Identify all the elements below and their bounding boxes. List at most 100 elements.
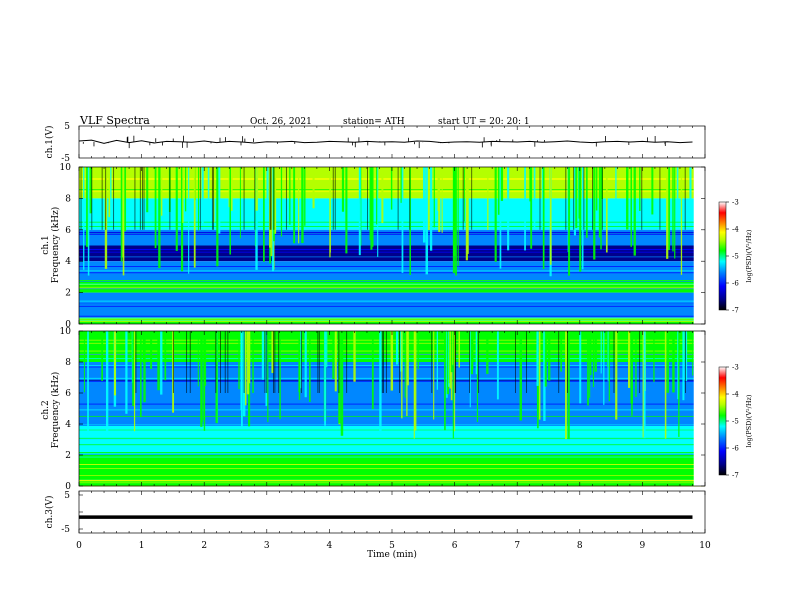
sferic-streak — [379, 331, 382, 434]
sferic-streak — [678, 331, 680, 410]
sferic-streak — [140, 331, 142, 418]
spectrum-line — [79, 268, 705, 269]
sferic-streak — [133, 331, 136, 432]
dark-gap — [462, 167, 464, 230]
sferic-streak — [332, 331, 335, 379]
sferic-streak — [463, 167, 465, 222]
sferic-streak — [266, 167, 269, 200]
sferic-streak — [524, 167, 526, 251]
spectrum-line — [79, 272, 705, 274]
sferic-streak — [407, 331, 409, 386]
sferic-streak — [450, 331, 452, 376]
sferic-streak — [298, 331, 301, 393]
dark-gap — [539, 167, 541, 230]
time-tick-label: 0 — [76, 541, 82, 551]
y-tick-label: 10 — [60, 327, 72, 337]
sferic-streak — [401, 167, 404, 273]
sferic-streak — [198, 167, 200, 231]
sferic-streak — [267, 331, 269, 423]
dark-gap — [381, 331, 383, 393]
sferic-streak — [207, 167, 210, 206]
dark-gap — [397, 167, 399, 230]
sferic-streak — [603, 331, 605, 405]
ch1-waveform-panel: 5 -5 ch.1(V) — [44, 122, 706, 164]
y-tick-label: 8 — [65, 358, 71, 368]
spectrum-line — [79, 286, 705, 288]
dark-gap — [243, 331, 245, 393]
sferic-streak — [496, 331, 499, 400]
no-data-area — [693, 167, 705, 324]
sferic-streak — [160, 167, 163, 216]
colorbar-tick-label: -5 — [732, 418, 739, 426]
colorbar-tick-label: -7 — [732, 472, 739, 480]
spectrum-line — [79, 412, 705, 414]
spectrum-line — [79, 424, 705, 426]
sferic-streak — [124, 167, 127, 232]
sferic-streak — [218, 167, 221, 234]
ch2-colorbar-scale — [718, 366, 727, 476]
ch1-colorbar-label: log(PSD)(V²/Hz) — [745, 229, 753, 282]
ch1-spectrogram-image — [79, 167, 705, 324]
dark-gap — [659, 167, 661, 230]
dark-gap — [278, 331, 280, 393]
spectrum-line — [79, 444, 705, 446]
sferic-streak — [246, 331, 250, 395]
dark-gap — [409, 167, 411, 230]
sferic-streak — [108, 167, 111, 218]
sferic-streak — [304, 331, 307, 398]
ch1-ticks: 5 -5 — [61, 122, 706, 164]
sferic-streak — [158, 167, 161, 269]
sferic-streak — [255, 167, 258, 270]
dark-gap — [317, 331, 319, 393]
sferic-streak — [542, 167, 545, 270]
dark-gap — [613, 331, 615, 393]
sferic-streak — [427, 167, 430, 231]
sferic-streak — [301, 167, 304, 244]
sferic-streak — [338, 331, 341, 424]
sferic-streak — [470, 331, 473, 375]
dark-gap — [269, 167, 271, 230]
time-tick-label: 2 — [201, 541, 207, 551]
sferic-streak — [289, 167, 291, 225]
spectrum-line — [79, 456, 705, 458]
spectrum-line — [79, 300, 705, 302]
sferic-streak — [455, 167, 457, 276]
sferic-streak — [615, 167, 617, 204]
spectrum-line — [79, 232, 705, 234]
sferic-streak — [499, 167, 502, 269]
y-tick-label: 4 — [65, 420, 71, 430]
sferic-streak — [651, 167, 654, 215]
spectrum-line — [79, 221, 705, 223]
time-tick-label: 5 — [389, 541, 395, 551]
dark-gap — [601, 167, 603, 230]
ch1-colorbar-scale — [718, 201, 727, 311]
sferic-streak — [568, 167, 571, 276]
sferic-streak — [643, 331, 646, 439]
sferic-streak — [548, 331, 551, 381]
sferic-streak — [507, 167, 510, 251]
sferic-streak — [345, 167, 348, 254]
spectrum-band — [79, 292, 705, 318]
spectrum-line — [79, 475, 705, 477]
sferic-streak — [639, 167, 641, 212]
dark-gap — [270, 167, 272, 230]
sferic-streak — [450, 331, 453, 373]
spectrum-line — [79, 251, 705, 253]
ch1-spectrogram-ticks: 0 2 4 6 8 10 — [60, 163, 706, 330]
sferic-streak — [433, 167, 435, 228]
dark-gap — [641, 167, 643, 230]
ch3-ytick-label: 5 — [64, 491, 70, 501]
spectrum-line — [79, 280, 705, 282]
dark-gap — [558, 331, 560, 393]
dark-gap — [227, 331, 229, 393]
sferic-streak — [653, 331, 655, 383]
spectrum-line — [79, 293, 705, 295]
sferic-streak — [672, 167, 674, 252]
sferic-streak — [549, 167, 552, 265]
dark-gap — [332, 167, 334, 230]
dark-gap — [91, 167, 93, 230]
dark-gap — [274, 331, 276, 393]
sferic-streak — [197, 331, 199, 387]
colorbar-tick-label: -6 — [732, 445, 739, 453]
